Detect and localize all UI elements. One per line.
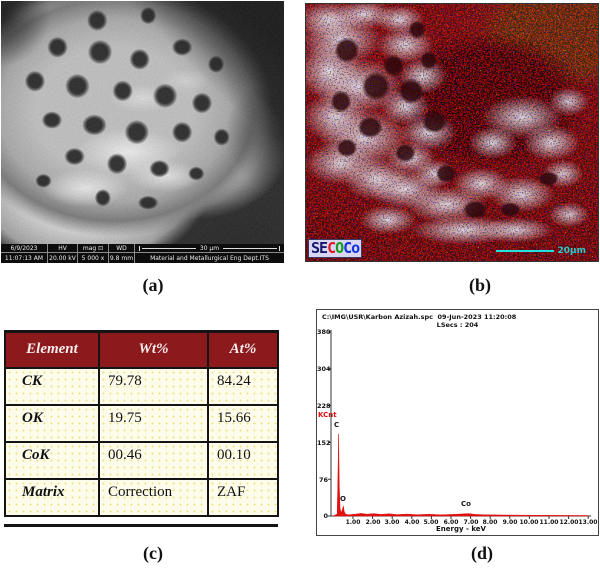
scale-bar-line (223, 247, 277, 249)
sem-department-label: Material and Metallurgical Eng Dept.ITS (150, 254, 269, 262)
sem-mag-value: 5 000 x (81, 254, 105, 262)
sem-wd-value: 9.8 mm (109, 254, 134, 262)
sem-scale-bar: 30 μm (135, 244, 284, 253)
header-at: At% (207, 330, 279, 369)
x-tick: 3.00 (384, 519, 400, 526)
legend-co: Co (343, 239, 360, 257)
cell-wt: 19.75 (98, 403, 209, 443)
sem-micrograph-image (1, 1, 284, 244)
sem-bar-datetime: 6/9/2023 11:07:13 AM (1, 244, 48, 263)
x-tick: 12.00 (559, 519, 579, 526)
sem-wd-label: WD (109, 244, 134, 253)
sem-bar-scale-dept: 30 μm Material and Metallurgical Eng Dep… (135, 244, 284, 263)
sem-panel: 6/9/2023 11:07:13 AM HV 20.00 kV mag ⊡ 5… (1, 1, 284, 263)
cell-at: ZAF (207, 477, 279, 517)
header-element: Element (4, 330, 100, 369)
legend-o: O (335, 239, 344, 257)
table-row: OK 19.75 15.66 (4, 403, 279, 443)
y-axis-label: KCnt (318, 411, 337, 419)
y-tick: 304 (317, 365, 331, 373)
x-tick: 11.00 (539, 519, 559, 526)
x-tick: 8.00 (482, 519, 498, 526)
sem-bar-hv: HV 20.00 kV (48, 244, 78, 263)
x-tick: 4.00 (404, 519, 420, 526)
spectrum-lsecs: LSecs : 204 (436, 321, 479, 329)
spectrum-file-header: C:\IMG\USR\Karbon Azizah.spc 09-Jun-2023… (322, 313, 517, 321)
cell-wt: Correction (98, 477, 209, 517)
eds-map-blue-speckle (306, 4, 598, 261)
sem-bar-mag: mag ⊡ 5 000 x (78, 244, 109, 263)
legend-se: SE (311, 239, 328, 257)
spectrum-trace (333, 433, 589, 517)
cell-at: 84.24 (207, 366, 279, 406)
x-tick: 5.00 (423, 519, 439, 526)
eds-map-legend: SECOCo (308, 239, 363, 258)
cell-at: 15.66 (207, 403, 279, 443)
cell-wt: 79.78 (98, 366, 209, 406)
cell-element: Matrix (4, 477, 100, 517)
table-row: Matrix Correction ZAF (4, 477, 279, 517)
x-tick: 7.00 (463, 519, 479, 526)
peak-label-o: O (340, 495, 346, 503)
sem-mag-label: mag ⊡ (78, 244, 108, 253)
cell-element: OK (4, 403, 100, 443)
cell-element: CK (4, 366, 100, 406)
legend-c: C (327, 239, 336, 257)
table-row: CK 79.78 84.24 (4, 366, 279, 406)
cell-element: CoK (4, 440, 100, 480)
y-tick: 76 (318, 476, 328, 484)
eds-map-scale-label: 20μm (557, 246, 586, 256)
sem-grain-texture (1, 1, 284, 244)
sem-bar-wd: WD 9.8 mm (109, 244, 135, 263)
spectrum-plot (328, 330, 591, 519)
scale-bar-right-cap (279, 245, 280, 251)
header-wt: Wt% (98, 330, 209, 369)
x-tick: 6.00 (443, 519, 459, 526)
sem-time: 11:07:13 AM (4, 254, 44, 262)
sem-hv-value: 20.00 kV (49, 254, 76, 262)
x-tick: 13.00 (578, 519, 598, 526)
sem-date: 6/9/2023 (1, 244, 47, 253)
x-tick: 1.00 (345, 519, 361, 526)
eds-map-panel: SECOCo 20μm (305, 3, 599, 262)
caption-b: (b) (469, 275, 491, 295)
peak-label-c: C (334, 421, 340, 429)
cell-at: 00.10 (207, 440, 279, 480)
eds-quant-table-panel: Element Wt% At% CK 79.78 84.24 OK 19.75 … (4, 330, 279, 517)
table-header-row: Element Wt% At% (4, 330, 279, 369)
eds-spectrum-panel: C:\IMG\USR\Karbon Azizah.spc 09-Jun-2023… (316, 309, 599, 536)
caption-c: (c) (143, 543, 163, 563)
y-tick: 0 (323, 512, 328, 520)
x-tick: 9.00 (502, 519, 518, 526)
eds-quant-table: Element Wt% At% CK 79.78 84.24 OK 19.75 … (4, 330, 279, 517)
caption-d: (d) (471, 543, 493, 563)
x-tick: 10.00 (519, 519, 539, 526)
sem-hv-label: HV (48, 244, 77, 253)
cell-wt: 00.46 (98, 440, 209, 480)
table-row: CoK 00.46 00.10 (4, 440, 279, 480)
scale-bar-left-cap (139, 245, 140, 251)
sem-scale-label: 30 μm (199, 244, 220, 252)
y-tick: 228 (317, 402, 331, 410)
y-tick: 380 (317, 328, 331, 336)
scale-bar-line (496, 250, 555, 252)
peak-label-co: Co (461, 500, 471, 508)
x-axis-label: Energy - keV (436, 525, 486, 533)
x-tick: 2.00 (365, 519, 381, 526)
y-tick: 152 (317, 439, 331, 447)
sem-info-bar: 6/9/2023 11:07:13 AM HV 20.00 kV mag ⊡ 5… (1, 244, 284, 263)
eds-map-scale-bar: 20μm (496, 246, 586, 256)
caption-a: (a) (142, 275, 164, 295)
table-bottom-rule (4, 524, 278, 527)
scale-bar-line (142, 247, 196, 249)
